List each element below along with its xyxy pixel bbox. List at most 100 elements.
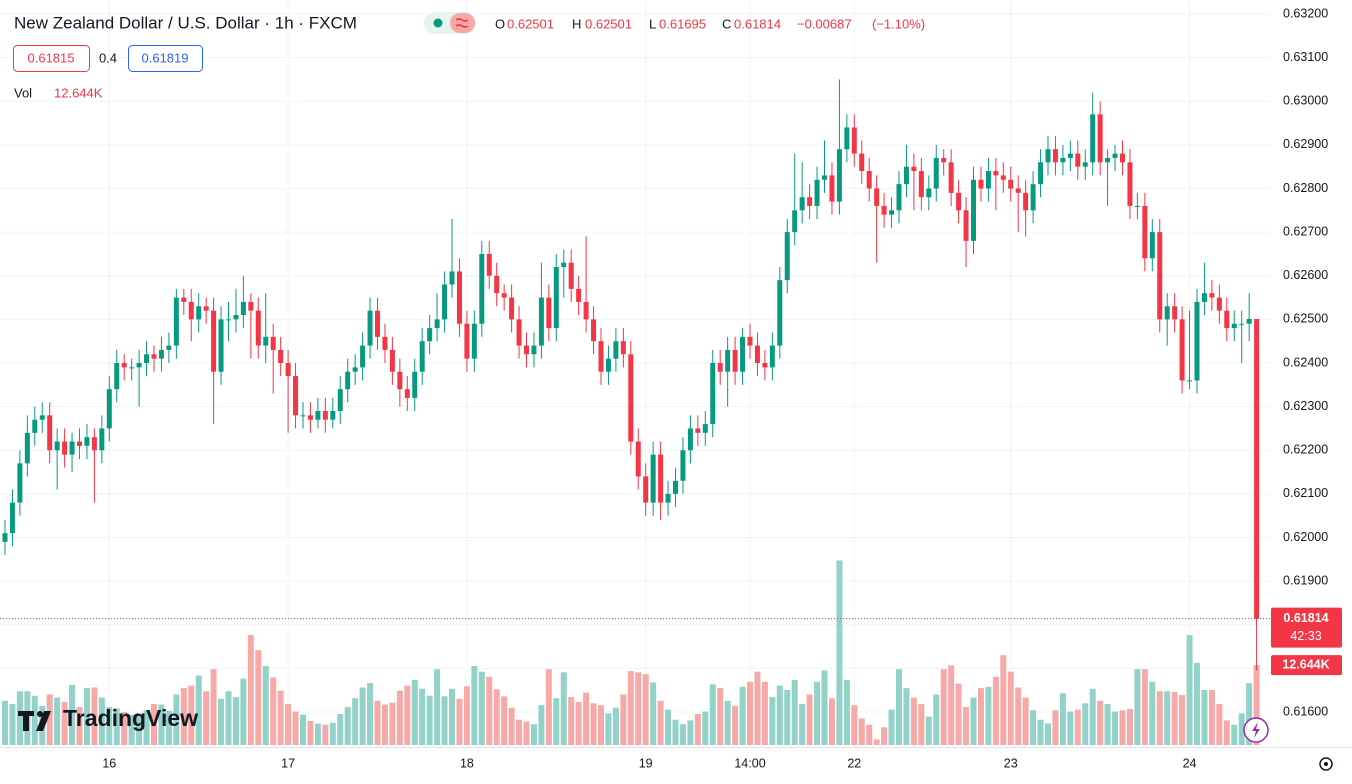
volume-bar — [709, 684, 716, 745]
volume-bar — [374, 700, 381, 745]
volume-bar — [307, 720, 314, 745]
volume-bar — [761, 681, 768, 745]
volume-bar — [1164, 691, 1171, 745]
volume-bar — [843, 679, 850, 745]
candle-body — [1239, 323, 1245, 325]
volume-bar — [791, 679, 798, 745]
y-tick-label: 0.63200 — [1283, 6, 1328, 20]
candle-body — [1052, 149, 1058, 163]
volume-bar — [1037, 719, 1044, 745]
volume-bar — [76, 707, 83, 745]
volume-bar — [367, 683, 374, 745]
candle-body — [658, 454, 664, 503]
volume-bar — [247, 635, 254, 745]
candle-body — [203, 306, 209, 311]
volume-bar — [165, 710, 172, 745]
candle-body — [173, 297, 179, 346]
volume-bar — [1067, 711, 1074, 745]
volume-value: 12.644K — [54, 85, 103, 100]
candle-body — [1015, 188, 1021, 193]
candle-body — [509, 297, 515, 320]
candle-body — [99, 428, 105, 451]
candle-body — [196, 306, 202, 320]
volume-bar — [530, 724, 537, 745]
volume-bar — [61, 702, 68, 745]
candle-body — [330, 410, 336, 420]
candle-body — [69, 441, 75, 455]
y-tick-label: 0.62700 — [1283, 224, 1328, 238]
volume-bar — [940, 669, 947, 745]
volume-bar — [404, 685, 411, 745]
ohlc-value: 0.61814 — [734, 16, 781, 31]
volume-bar — [493, 689, 500, 745]
volume-bar — [1149, 681, 1156, 745]
status-icon[interactable] — [450, 13, 475, 33]
candle-body — [792, 210, 798, 233]
candle-body — [754, 345, 760, 363]
volume-bar — [970, 697, 977, 745]
candle-body — [777, 280, 783, 346]
candle-body — [106, 389, 112, 429]
candle-body — [524, 345, 529, 355]
candle-body — [1000, 175, 1006, 180]
candle-body — [598, 341, 604, 372]
volume-bar — [806, 694, 813, 745]
volume-bar — [225, 691, 232, 745]
settings-button[interactable] — [1319, 757, 1333, 771]
volume-bar — [69, 684, 76, 745]
candle-body — [278, 349, 284, 363]
volume-bar — [694, 714, 701, 745]
x-tick-label: 18 — [460, 756, 474, 770]
candle-body — [531, 345, 537, 355]
ask-box[interactable] — [128, 45, 203, 72]
ohlc-value: 0.62501 — [585, 16, 632, 31]
settings-icon — [1324, 762, 1328, 766]
y-tick-label: 0.62500 — [1283, 312, 1328, 326]
volume-bar — [449, 688, 455, 745]
candle-body — [1172, 306, 1178, 320]
candle-body — [1097, 114, 1103, 163]
candle-body — [784, 232, 790, 281]
candle-body — [613, 341, 619, 359]
volume-bar — [1112, 711, 1119, 745]
y-tick-label: 0.61900 — [1283, 573, 1328, 587]
candle-body — [360, 345, 366, 368]
candle-body — [1142, 205, 1148, 259]
volume-bar — [352, 698, 359, 745]
volume-bar — [1134, 669, 1141, 745]
candle-body — [486, 253, 492, 276]
volume-bar — [1000, 655, 1007, 745]
volume-bar — [1119, 710, 1126, 745]
candle-body — [1038, 162, 1044, 185]
candle-body — [628, 354, 634, 442]
volume-bar — [1194, 662, 1200, 745]
candle-body — [911, 166, 917, 172]
candle-body — [620, 341, 626, 355]
candle-body — [240, 301, 246, 316]
volume-bar — [1045, 723, 1051, 745]
volume-bar — [1007, 671, 1014, 745]
candle-body — [747, 336, 753, 346]
ohlc-value: 0.61695 — [659, 16, 706, 31]
candle-body — [129, 367, 135, 369]
candle-body — [673, 480, 678, 494]
y-tick-label: 0.62200 — [1283, 443, 1328, 457]
candle-body — [315, 410, 321, 420]
volume-bar — [478, 671, 485, 745]
volume-bar — [300, 714, 306, 745]
volume-bar — [31, 695, 38, 745]
candle-body — [1157, 232, 1163, 320]
volume-bar — [46, 694, 53, 745]
volume-bar — [91, 687, 98, 745]
candle-body — [740, 336, 746, 372]
volume-bar — [203, 691, 210, 745]
volume-bar — [858, 718, 865, 745]
volume-bar — [963, 707, 970, 745]
volume-bar — [329, 722, 336, 745]
candle-body — [367, 310, 373, 346]
bid-box[interactable] — [13, 45, 90, 72]
candle-body — [874, 188, 880, 206]
ask: 0.61819 — [142, 50, 189, 65]
candle-body — [687, 428, 693, 451]
volume-bar — [151, 703, 157, 745]
